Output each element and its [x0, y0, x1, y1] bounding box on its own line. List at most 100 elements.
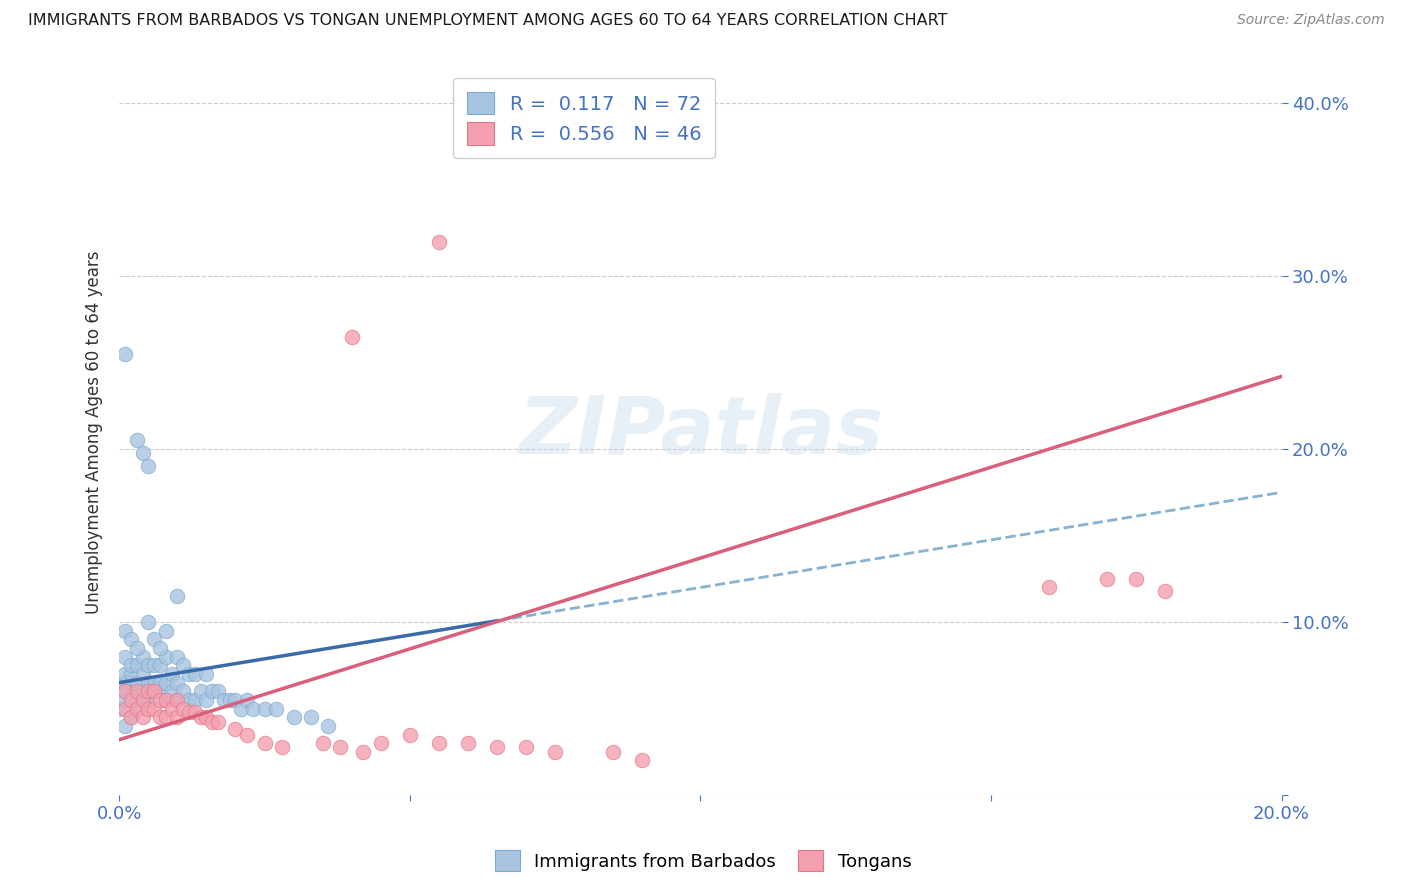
Point [143, 675, 166, 690]
Point [114, 693, 136, 707]
Point [125, 684, 148, 698]
Point [125, 434, 148, 448]
Point [184, 705, 207, 719]
Point [120, 693, 142, 707]
Point [114, 347, 136, 361]
Point [299, 710, 322, 724]
Point [253, 736, 276, 750]
Point [515, 739, 537, 754]
Point [114, 624, 136, 638]
Text: ZIPatlas: ZIPatlas [517, 392, 883, 471]
Point [131, 693, 153, 707]
Point [184, 667, 207, 681]
Point [114, 649, 136, 664]
Point [149, 675, 172, 690]
Point [131, 710, 153, 724]
Point [207, 715, 229, 730]
Point [131, 445, 153, 459]
Point [236, 693, 259, 707]
Point [166, 710, 188, 724]
Point [1095, 572, 1118, 586]
Point [242, 701, 264, 715]
Point [329, 739, 352, 754]
Point [201, 684, 224, 698]
Point [155, 624, 177, 638]
Point [177, 705, 200, 719]
Point [457, 736, 479, 750]
Point [166, 693, 188, 707]
Point [108, 701, 131, 715]
Point [120, 710, 142, 724]
Point [398, 727, 420, 741]
Point [125, 701, 148, 715]
Point [318, 719, 340, 733]
Point [218, 693, 240, 707]
Legend: Immigrants from Barbados, Tongans: Immigrants from Barbados, Tongans [488, 843, 918, 879]
Point [114, 667, 136, 681]
Point [125, 701, 148, 715]
Point [131, 667, 153, 681]
Point [136, 684, 159, 698]
Point [143, 701, 166, 715]
Point [195, 693, 218, 707]
Point [1154, 583, 1177, 598]
Point [114, 701, 136, 715]
Point [631, 754, 654, 768]
Point [311, 736, 333, 750]
Point [264, 701, 287, 715]
Point [155, 710, 177, 724]
Point [224, 693, 246, 707]
Point [195, 710, 218, 724]
Point [120, 675, 142, 690]
Point [136, 684, 159, 698]
Point [1125, 572, 1147, 586]
Point [283, 710, 305, 724]
Point [131, 649, 153, 664]
Point [125, 658, 148, 673]
Point [166, 675, 188, 690]
Point [120, 667, 142, 681]
Point [149, 710, 172, 724]
Point [212, 693, 235, 707]
Point [155, 693, 177, 707]
Point [120, 710, 142, 724]
Point [172, 658, 194, 673]
Point [427, 736, 450, 750]
Point [131, 684, 153, 698]
Point [1038, 581, 1060, 595]
Point [136, 701, 159, 715]
Point [120, 693, 142, 707]
Point [155, 649, 177, 664]
Legend: R =  0.117   N = 72, R =  0.556   N = 46: R = 0.117 N = 72, R = 0.556 N = 46 [453, 78, 716, 158]
Point [190, 710, 212, 724]
Point [602, 745, 624, 759]
Point [125, 640, 148, 655]
Point [136, 675, 159, 690]
Point [136, 459, 159, 474]
Point [544, 745, 567, 759]
Point [125, 675, 148, 690]
Text: IMMIGRANTS FROM BARBADOS VS TONGAN UNEMPLOYMENT AMONG AGES 60 TO 64 YEARS CORREL: IMMIGRANTS FROM BARBADOS VS TONGAN UNEMP… [28, 13, 948, 29]
Point [143, 658, 166, 673]
Point [485, 739, 508, 754]
Point [271, 739, 294, 754]
Point [143, 684, 166, 698]
Point [160, 684, 183, 698]
Point [131, 693, 153, 707]
Point [201, 715, 224, 730]
Point [149, 658, 172, 673]
Point [155, 675, 177, 690]
Y-axis label: Unemployment Among Ages 60 to 64 years: Unemployment Among Ages 60 to 64 years [86, 250, 103, 614]
Point [340, 329, 363, 343]
Point [224, 723, 246, 737]
Point [190, 684, 212, 698]
Point [172, 701, 194, 715]
Point [136, 658, 159, 673]
Point [427, 235, 450, 249]
Point [120, 632, 142, 647]
Point [177, 667, 200, 681]
Point [114, 675, 136, 690]
Point [136, 693, 159, 707]
Text: Source: ZipAtlas.com: Source: ZipAtlas.com [1237, 13, 1385, 28]
Point [149, 640, 172, 655]
